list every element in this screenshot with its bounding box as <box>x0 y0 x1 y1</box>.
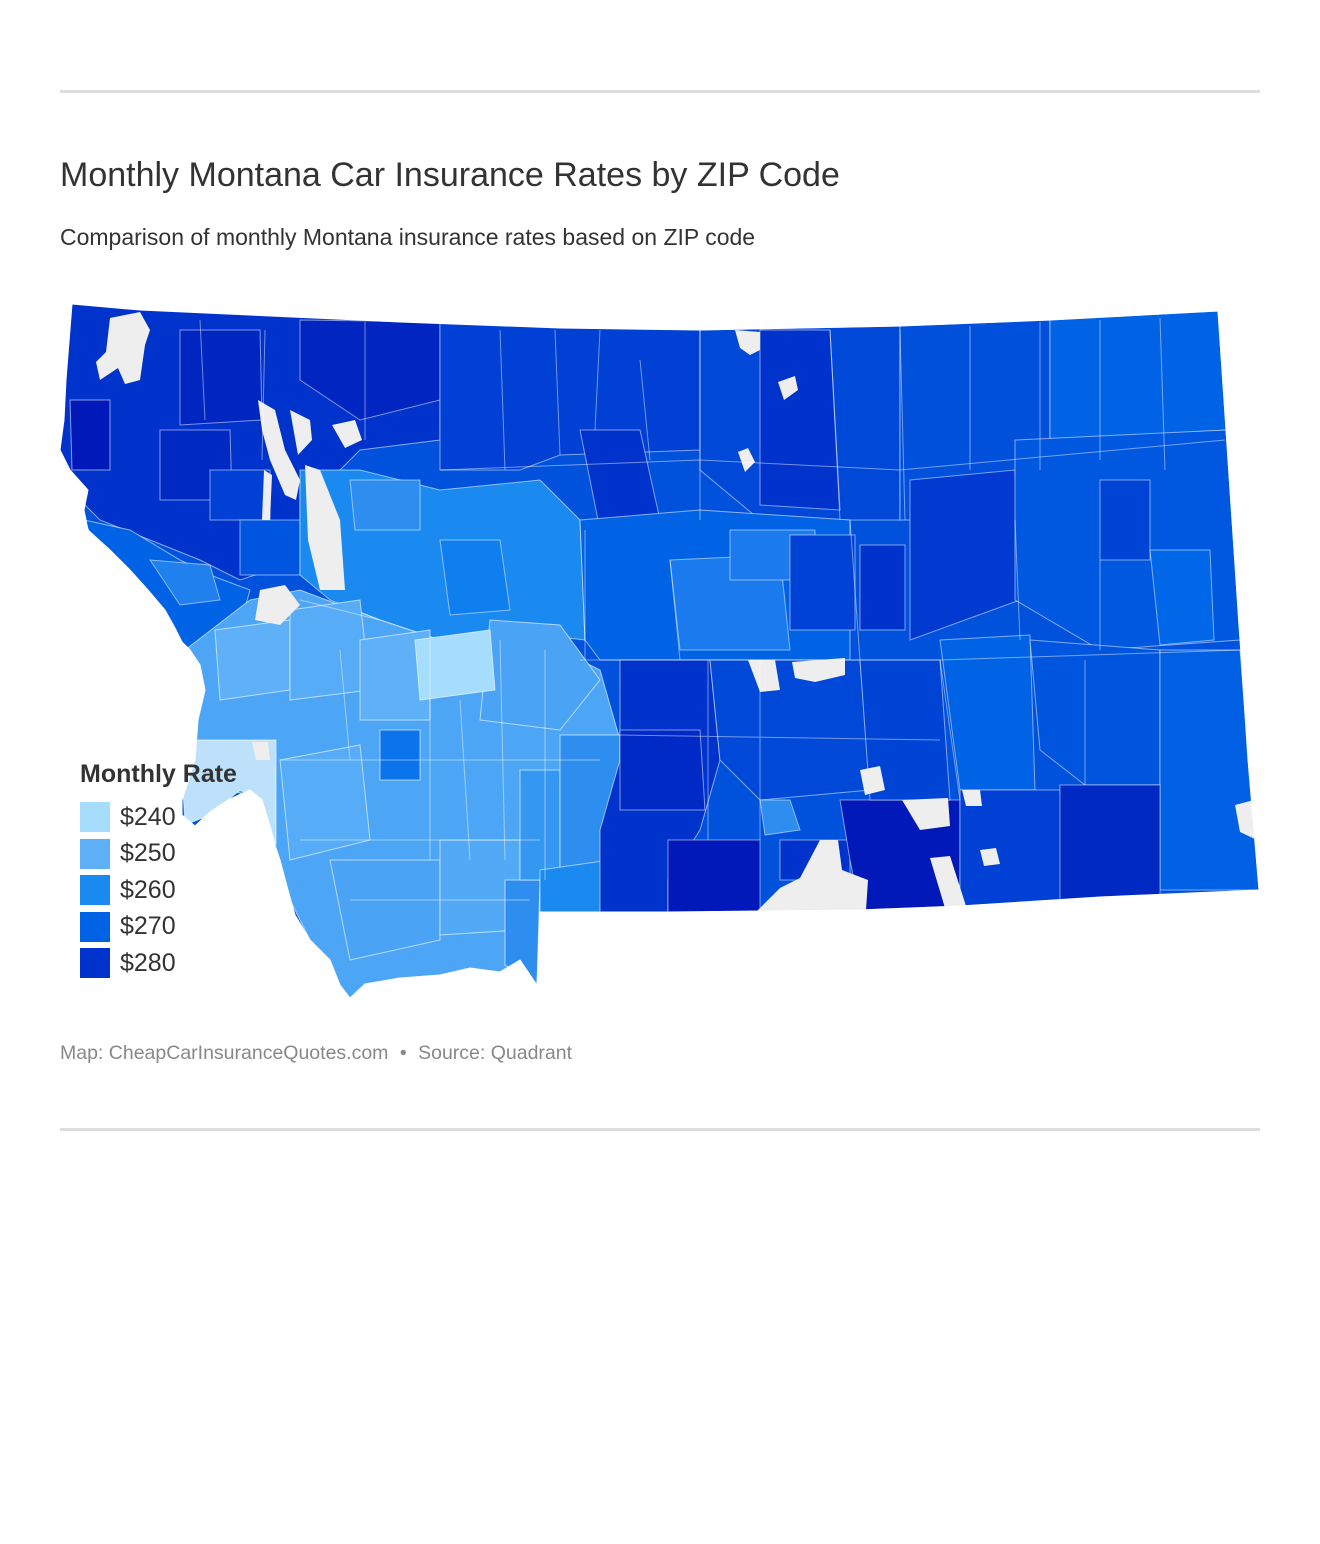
top-divider <box>60 90 1260 93</box>
no-data-areas <box>96 312 1257 912</box>
zip-boundaries <box>199 317 1241 901</box>
legend-item-240: $240 <box>80 799 237 836</box>
legend-label: $260 <box>120 875 176 904</box>
map-credit: Map: CheapCarInsuranceQuotes.com <box>60 1042 389 1064</box>
legend-title: Monthly Rate <box>80 760 237 788</box>
legend-label: $270 <box>120 912 176 941</box>
source-footer: Map: CheapCarInsuranceQuotes.com • Sourc… <box>60 1042 572 1065</box>
data-source: Source: Quadrant <box>418 1042 573 1064</box>
montana-zip-map <box>0 290 1320 1010</box>
chart-title: Monthly Montana Car Insurance Rates by Z… <box>60 156 840 194</box>
legend-swatch-270 <box>80 911 110 942</box>
legend-swatch-240 <box>80 802 110 833</box>
legend-label: $250 <box>120 839 176 868</box>
legend: Monthly Rate $240 $250 $260 $270 $280 <box>80 760 237 982</box>
choropleth-svg <box>59 303 1260 999</box>
legend-swatch-250 <box>80 838 110 869</box>
legend-label: $240 <box>120 802 176 831</box>
legend-item-270: $270 <box>80 909 237 946</box>
footer-separator: • <box>399 1042 407 1064</box>
legend-swatch-280 <box>80 948 110 979</box>
zip-regions <box>60 304 1259 998</box>
state-outline <box>59 303 1260 999</box>
legend-item-280: $280 <box>80 945 237 982</box>
legend-label: $280 <box>120 948 176 977</box>
chart-subtitle: Comparison of monthly Montana insurance … <box>60 224 756 250</box>
legend-item-260: $260 <box>80 872 237 909</box>
bottom-divider <box>60 1128 1260 1131</box>
legend-item-250: $250 <box>80 836 237 873</box>
legend-swatch-260 <box>80 875 110 906</box>
